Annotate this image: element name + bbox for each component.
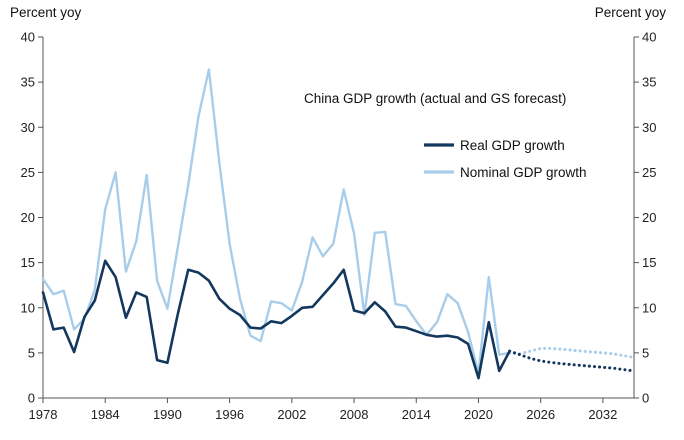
left-axis-label: Percent yoy: [10, 5, 82, 20]
right-tick-label: 25: [642, 165, 656, 180]
left-tick-label: 25: [21, 165, 35, 180]
series-lines: [41, 68, 636, 380]
x-tick-label: 1996: [215, 407, 244, 422]
x-tick-label: 2032: [588, 407, 617, 422]
x-axis-ticks: 1978 1984 1990 1996 2002 2008 2014 2020 2026 2032: [29, 398, 617, 422]
left-tick-label: 5: [28, 345, 35, 360]
left-tick-label: 20: [21, 210, 35, 225]
right-tick-label: 15: [642, 255, 656, 270]
right-tick-label: 40: [642, 30, 656, 45]
left-tick-label: 35: [21, 75, 35, 90]
right-axis-label: Percent yoy: [595, 5, 667, 20]
left-tick-label: 10: [21, 300, 35, 315]
x-tick-label: 1978: [29, 407, 58, 422]
left-tick-label: 40: [21, 30, 35, 45]
series-nominal-gdp-growth-gs-forecast: [508, 346, 636, 359]
right-tick-label: 10: [642, 300, 656, 315]
right-axis-ticks: 0 5 10 15 20 25 30 35 40: [634, 30, 656, 406]
left-tick-label: 15: [21, 255, 35, 270]
x-tick-label: 2026: [526, 407, 555, 422]
x-tick-label: 1990: [153, 407, 182, 422]
x-tick-label: 1984: [91, 407, 120, 422]
series-real-gdp-growth: [41, 259, 511, 380]
legend: Real GDP growth Nominal GDP growth: [424, 138, 587, 180]
x-tick-label: 2008: [340, 407, 369, 422]
right-tick-label: 20: [642, 210, 656, 225]
x-tick-label: 2020: [464, 407, 493, 422]
right-tick-label: 30: [642, 120, 656, 135]
series-nominal-gdp-growth: [41, 68, 511, 375]
legend-label-real: Real GDP growth: [460, 138, 565, 153]
right-tick-label: 5: [642, 345, 649, 360]
right-tick-label: 35: [642, 75, 656, 90]
series-real-gdp-growth-gs-forecast: [508, 349, 636, 373]
left-tick-label: 30: [21, 120, 35, 135]
x-tick-label: 2014: [402, 407, 431, 422]
legend-label-nominal: Nominal GDP growth: [460, 165, 587, 180]
left-axis-ticks: 0 5 10 15 20 25 30 35 40: [21, 30, 43, 406]
chart-title: China GDP growth (actual and GS forecast…: [304, 91, 566, 106]
right-tick-label: 0: [642, 391, 649, 406]
x-tick-label: 2002: [277, 407, 306, 422]
left-tick-label: 0: [28, 391, 35, 406]
